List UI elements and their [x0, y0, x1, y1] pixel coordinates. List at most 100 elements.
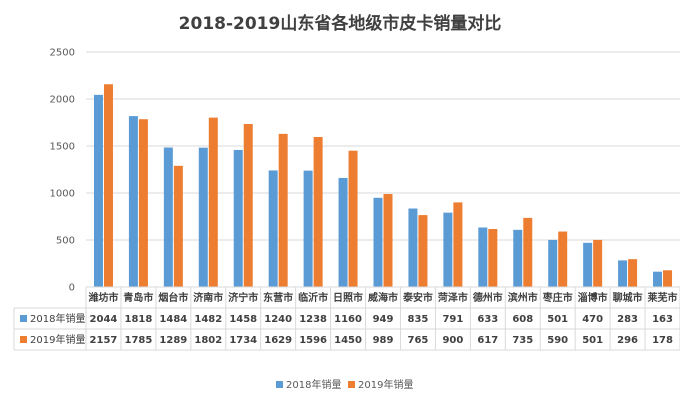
bar-2019 — [488, 229, 498, 287]
bar-2019 — [593, 239, 603, 287]
data-label: 1289 — [159, 335, 187, 346]
data-label: 989 — [373, 335, 394, 346]
bar-2018 — [233, 149, 243, 287]
category-label: 东营市 — [263, 291, 293, 304]
category-label: 泰安市 — [402, 291, 433, 304]
legend-swatch — [276, 381, 283, 388]
category-label: 滨州市 — [508, 291, 538, 304]
data-label: 765 — [408, 335, 429, 346]
series-row-label: 2018年销量 — [30, 312, 85, 325]
category-label: 日照市 — [333, 291, 363, 304]
bar-2019 — [313, 136, 323, 287]
data-label: 501 — [582, 335, 603, 346]
data-label: 1802 — [194, 335, 222, 346]
bar-2019 — [208, 117, 218, 287]
data-label: 2157 — [90, 335, 118, 346]
bar-2018 — [128, 116, 138, 287]
bar-2019 — [138, 119, 148, 288]
bar-2019 — [453, 202, 463, 287]
y-tick-label: 1000 — [50, 189, 75, 200]
bars — [93, 84, 673, 288]
category-label: 莱芜市 — [648, 291, 678, 304]
data-label: 617 — [477, 335, 498, 346]
bar-2018 — [373, 197, 383, 287]
bar-2019 — [383, 194, 393, 287]
bar-2019 — [558, 231, 568, 287]
bar-2019 — [418, 215, 428, 287]
bar-2019 — [348, 150, 358, 287]
category-label: 聊城市 — [613, 291, 643, 304]
bar-2019 — [278, 133, 288, 287]
data-label: 1458 — [229, 314, 257, 325]
table-legend-key — [20, 315, 27, 322]
category-label: 潍坊市 — [88, 291, 118, 304]
bar-2018 — [408, 208, 418, 287]
data-label: 296 — [617, 335, 638, 346]
data-label: 1734 — [229, 335, 257, 346]
bar-2018 — [303, 170, 313, 287]
series-row-label: 2019年销量 — [30, 333, 85, 346]
legend-swatch — [348, 381, 355, 388]
bar-2019 — [243, 124, 253, 287]
data-label: 1160 — [334, 314, 362, 325]
data-label: 835 — [408, 314, 429, 325]
data-label: 1596 — [299, 335, 327, 346]
bar-2018 — [198, 147, 208, 287]
data-label: 178 — [652, 335, 673, 346]
data-label: 283 — [617, 314, 638, 325]
y-tick-label: 2500 — [50, 48, 75, 59]
data-label: 1450 — [334, 335, 362, 346]
data-label: 1238 — [299, 314, 327, 325]
data-label: 608 — [512, 314, 533, 325]
data-label: 501 — [547, 314, 568, 325]
data-table: 潍坊市 青岛市 烟台市 济南市 济宁市 东营市 临沂市 日照市 威海市 泰安市 菏泽市 德州市 滨州市枣… — [13, 286, 680, 351]
legend-label: 2018年销量 — [286, 378, 341, 391]
data-label: 2044 — [90, 314, 118, 325]
y-tick-label: 500 — [56, 236, 75, 247]
bar-2019 — [103, 84, 113, 287]
bar-2018 — [338, 177, 348, 287]
gridlines: 0 500 1000 1500 2000 2500 — [50, 48, 680, 294]
bar-2018 — [583, 242, 593, 287]
data-label: 633 — [477, 314, 498, 325]
data-label: 1629 — [264, 335, 292, 346]
chart-title: 2018-2019山东省各地级市皮卡销量对比 — [179, 13, 502, 34]
data-label: 1484 — [159, 314, 187, 325]
data-label: 791 — [442, 314, 463, 325]
bar-2018 — [548, 239, 558, 287]
legend: 2018年销量 2019年销量 — [276, 378, 413, 391]
table-legend-key — [20, 336, 27, 343]
data-label: 735 — [512, 335, 533, 346]
bar-2018 — [268, 170, 278, 287]
bar-2019 — [628, 259, 638, 287]
category-label: 枣庄市 — [542, 291, 573, 304]
category-label: 淄博市 — [578, 291, 608, 304]
bar-2019 — [173, 165, 183, 287]
data-label: 1482 — [194, 314, 222, 325]
category-label: 济宁市 — [228, 291, 258, 304]
bar-2018 — [478, 227, 488, 287]
y-tick-label: 0 — [69, 283, 75, 294]
category-label: 济南市 — [193, 291, 223, 304]
y-tick-label: 1500 — [50, 142, 75, 153]
bar-2018 — [513, 229, 523, 287]
category-label: 青岛市 — [123, 291, 153, 304]
category-label: 临沂市 — [298, 291, 328, 304]
category-label: 威海市 — [368, 291, 398, 304]
data-label: 1240 — [264, 314, 292, 325]
y-tick-label: 2000 — [50, 95, 75, 106]
category-label: 德州市 — [472, 291, 503, 304]
category-label: 烟台市 — [158, 291, 188, 304]
data-label: 1818 — [124, 314, 152, 325]
legend-label: 2019年销量 — [358, 378, 413, 391]
bar-2018 — [618, 260, 628, 287]
data-label: 900 — [442, 335, 463, 346]
bar-2019 — [663, 270, 673, 287]
bar-2019 — [523, 217, 533, 287]
bar-2018 — [93, 94, 103, 287]
data-label: 163 — [652, 314, 673, 325]
category-label: 菏泽市 — [438, 291, 468, 304]
bar-2018 — [163, 147, 173, 287]
